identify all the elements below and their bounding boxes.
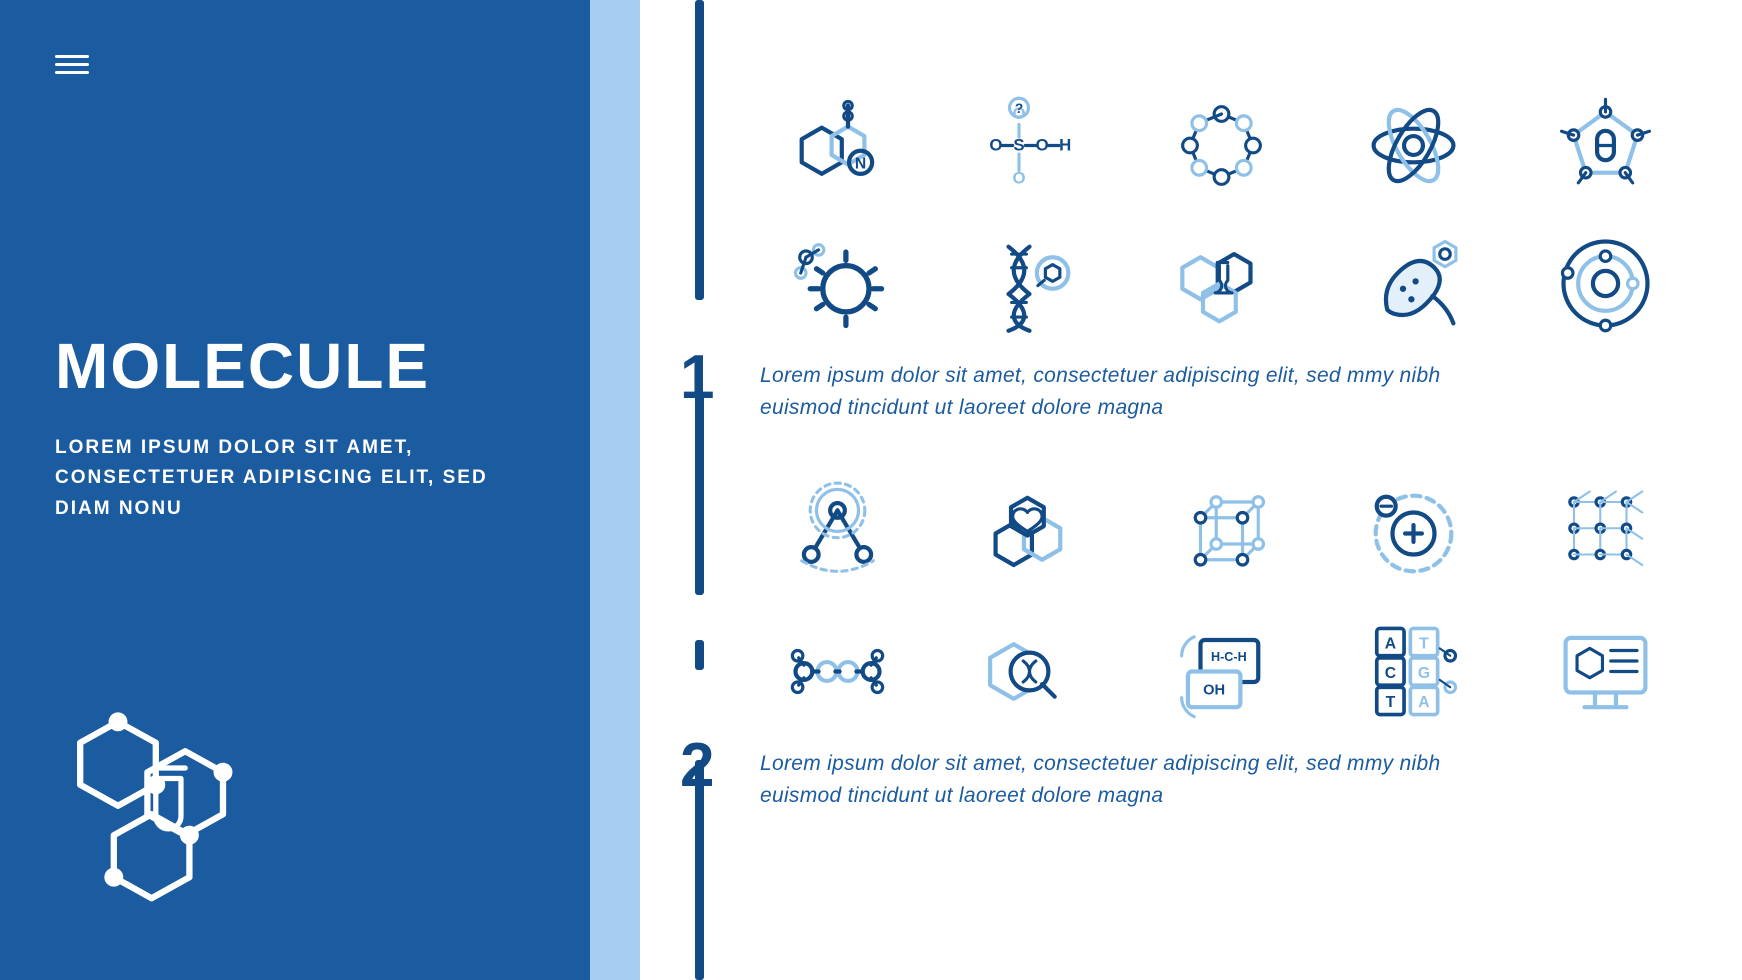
section-number-1: 1 bbox=[680, 342, 714, 413]
menu-icon[interactable] bbox=[55, 55, 89, 79]
section-description-1: Lorem ipsum dolor sit amet, consectetuer… bbox=[760, 360, 1480, 423]
bond-angle-icon bbox=[760, 478, 914, 588]
dna-hexagon-magnify-icon bbox=[952, 616, 1106, 726]
molecule-chain-icon bbox=[760, 616, 914, 726]
svg-text:G: G bbox=[1417, 664, 1429, 681]
right-panel: NOSOHOO? 1 Lorem ipsum dolor sit amet, c… bbox=[640, 0, 1742, 980]
flask-structure-icon bbox=[1144, 228, 1298, 338]
atom-orbit-icon bbox=[1336, 90, 1490, 200]
divider-segment bbox=[695, 640, 704, 670]
crystal-lattice-icon bbox=[1528, 478, 1682, 588]
formula-card-icon: H-C-H OH bbox=[1144, 616, 1298, 726]
svg-text:?: ? bbox=[1014, 100, 1022, 115]
svg-text:T: T bbox=[1419, 635, 1429, 652]
hero-molecule-icon bbox=[55, 705, 265, 920]
electron-shells-icon bbox=[1528, 228, 1682, 338]
divider-segment bbox=[695, 0, 704, 300]
svg-text:A: A bbox=[1384, 635, 1395, 652]
molecule-gear-icon bbox=[760, 228, 914, 338]
divider-segment bbox=[695, 395, 704, 595]
svg-text:H-C-H: H-C-H bbox=[1211, 650, 1247, 664]
svg-text:H: H bbox=[1059, 135, 1071, 154]
dna-hexagon-icon bbox=[952, 228, 1106, 338]
heart-hexagons-icon bbox=[952, 478, 1106, 588]
icon-grid-1: NOSOHOO? bbox=[760, 90, 1682, 338]
accent-stripe bbox=[590, 0, 640, 980]
section-1: NOSOHOO? 1 Lorem ipsum dolor sit amet, c… bbox=[760, 0, 1682, 423]
svg-text:O: O bbox=[989, 135, 1002, 154]
bacteria-hexagon-icon bbox=[1336, 228, 1490, 338]
section-2: H-C-HOHATCGTA 2 Lorem ipsum dolor sit am… bbox=[760, 478, 1682, 811]
section-description-2: Lorem ipsum dolor sit amet, consectetuer… bbox=[760, 748, 1480, 811]
section-number-2: 2 bbox=[680, 730, 714, 801]
molecule-ring-icon bbox=[1144, 90, 1298, 200]
svg-text:N: N bbox=[854, 155, 865, 172]
cube-lattice-icon bbox=[1144, 478, 1298, 588]
molecule-monitor-icon bbox=[1528, 616, 1682, 726]
benzene-nitrogen-icon: N bbox=[760, 90, 914, 200]
left-panel: MOLECULE LOREM IPSUM DOLOR SIT AMET, CON… bbox=[0, 0, 590, 980]
page-title: MOLECULE bbox=[55, 329, 535, 403]
svg-text:OH: OH bbox=[1203, 682, 1225, 698]
svg-text:C: C bbox=[1384, 664, 1395, 681]
svg-text:A: A bbox=[1418, 694, 1429, 711]
icon-grid-2: H-C-HOHATCGTA bbox=[760, 478, 1682, 726]
svg-text:T: T bbox=[1385, 694, 1395, 711]
atgc-blocks-icon: ATCGTA bbox=[1336, 616, 1490, 726]
sulfonic-formula-icon: OSOHOO? bbox=[952, 90, 1106, 200]
page-root: MOLECULE LOREM IPSUM DOLOR SIT AMET, CON… bbox=[0, 0, 1742, 980]
page-subtitle: LOREM IPSUM DOLOR SIT AMET, CONSECTETUER… bbox=[55, 433, 535, 524]
capsule-pentagon-icon bbox=[1528, 90, 1682, 200]
svg-text:O: O bbox=[1035, 135, 1048, 154]
ion-charge-icon bbox=[1336, 478, 1490, 588]
